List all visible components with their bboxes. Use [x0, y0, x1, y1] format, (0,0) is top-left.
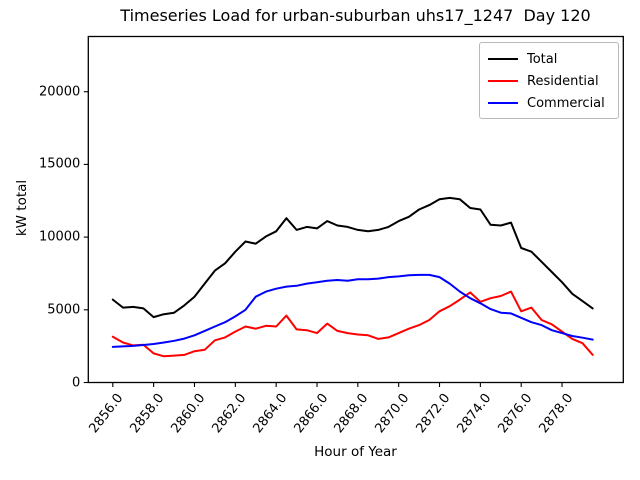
- y-axis-label: kW total: [14, 179, 30, 237]
- y-tick-label: 20000: [38, 84, 81, 100]
- legend-line-sample-commercial: [488, 102, 518, 104]
- legend: Total Residential Commercial: [479, 42, 619, 119]
- legend-entry-commercial: Commercial: [488, 92, 610, 114]
- y-tick-label: 0: [72, 375, 81, 390]
- chart-title-wrap: Timeseries Load for urban-suburban uhs17…: [88, 6, 623, 25]
- legend-label-commercial: Commercial: [527, 95, 605, 111]
- legend-line-sample-total: [488, 58, 518, 60]
- x-axis-label: Hour of Year: [314, 444, 397, 460]
- y-tick-label: 10000: [38, 229, 81, 245]
- y-tick-label: 5000: [47, 302, 81, 318]
- series-line-commercial: [111, 273, 594, 348]
- y-tick-label: 15000: [38, 156, 81, 172]
- chart-title: Timeseries Load for urban-suburban uhs17…: [120, 6, 591, 25]
- legend-line-sample-residential: [488, 80, 518, 82]
- legend-entry-total: Total: [488, 48, 610, 70]
- legend-label-total: Total: [527, 51, 558, 67]
- axes-frame: [87, 35, 624, 384]
- legend-entry-residential: Residential: [488, 70, 610, 92]
- series-line-total: [111, 196, 594, 319]
- series-line-residential: [111, 290, 594, 358]
- legend-label-residential: Residential: [527, 73, 599, 89]
